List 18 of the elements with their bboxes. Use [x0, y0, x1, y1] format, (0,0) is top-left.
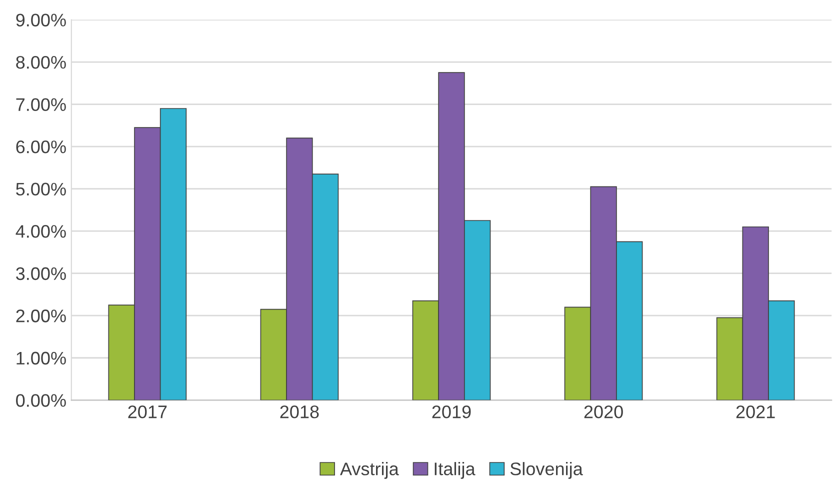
y-tick-label: 1.00% [16, 352, 66, 365]
y-tick-label: 8.00% [16, 56, 66, 69]
y-tick-label: 6.00% [16, 140, 66, 154]
x-tick-label: 2021 [736, 405, 775, 418]
x-tick-label: 2019 [432, 405, 471, 418]
x-tick-label: 2017 [128, 405, 167, 418]
y-tick-label: 5.00% [16, 182, 66, 196]
y-tick-label: 3.00% [16, 267, 66, 280]
y-tick-label: 2.00% [16, 310, 66, 322]
legend-label: Slovenija [510, 462, 583, 479]
y-tick-label: 0.00% [16, 394, 66, 407]
y-tick-label: 7.00% [16, 98, 66, 112]
y-tick-label: 4.00% [16, 225, 66, 238]
legend-label: Avstrija [340, 462, 399, 479]
x-tick-label: 2020 [584, 405, 623, 418]
y-tick-label: 9.00% [16, 14, 66, 26]
legend-label: Italija [434, 462, 476, 479]
x-tick-label: 2018 [280, 405, 319, 418]
